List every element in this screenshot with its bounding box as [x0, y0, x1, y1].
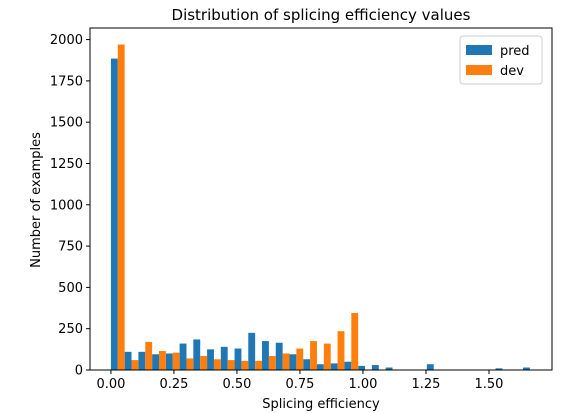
legend-label-pred: pred [500, 44, 530, 59]
y-tick-label-2: 500 [58, 281, 83, 296]
y-tick-label-6: 1500 [50, 116, 83, 131]
bar-pred-3 [152, 354, 159, 370]
bar-dev-3 [159, 351, 166, 370]
bar-dev-13 [296, 348, 304, 370]
bar-pred-13 [289, 354, 297, 370]
bar-dev-15 [323, 343, 331, 370]
plot-frame [89, 27, 553, 371]
x-tick-label-2: 0.50 [222, 377, 251, 392]
bar-dev-2 [145, 341, 153, 370]
bar-dev-6 [200, 355, 208, 370]
bar-dev-5 [186, 358, 194, 370]
x-axis-label: Splicing efficiency [262, 397, 380, 412]
bar-pred-23 [426, 364, 434, 370]
bar-dev-1 [131, 360, 139, 370]
bar-pred-6 [193, 339, 201, 370]
bar-pred-20 [385, 367, 393, 370]
y-tick-label-3: 750 [58, 240, 83, 255]
bar-dev-9 [241, 360, 249, 370]
bar-pred-18 [358, 365, 366, 370]
chart-title: Distribution of splicing efficiency valu… [172, 6, 471, 24]
bar-dev-8 [227, 360, 235, 370]
y-axis-label: Number of examples [29, 132, 44, 268]
legend-label-dev: dev [500, 64, 524, 79]
y-tick-label-1: 250 [58, 322, 83, 337]
y-tick-label-4: 1000 [50, 198, 83, 213]
bar-dev-7 [213, 359, 221, 370]
bar-dev-10 [255, 360, 263, 370]
bar-pred-12 [275, 342, 283, 370]
bar-pred-8 [220, 346, 228, 370]
legend-swatch-dev [466, 65, 492, 75]
bar-pred-15 [316, 364, 324, 370]
legend: pred dev [459, 35, 543, 85]
bar-pred-30 [523, 367, 530, 370]
bar-pred-14 [303, 359, 311, 370]
x-tick-label-1: 0.25 [159, 377, 188, 392]
bar-pred-4 [165, 353, 173, 370]
bar-pred-28 [495, 368, 503, 370]
bar-dev-16 [337, 331, 345, 370]
x-tick-label-0: 0.00 [96, 377, 125, 392]
bar-dev-17 [351, 313, 359, 370]
bar-pred-17 [344, 361, 352, 370]
y-tick-label-0: 0 [75, 364, 83, 379]
legend-swatch-pred [466, 45, 492, 55]
bar-dev-0 [117, 44, 125, 371]
bar-dev-4 [172, 352, 180, 370]
x-tick-label-4: 1.00 [348, 377, 377, 392]
bar-pred-2 [138, 351, 146, 370]
bar-pred-0 [110, 58, 118, 370]
bar-dev-11 [268, 355, 276, 370]
bar-pred-10 [248, 332, 256, 370]
bar-pred-9 [234, 348, 242, 370]
y-tick-label-5: 1250 [50, 157, 83, 172]
x-tick-label-3: 0.75 [285, 377, 314, 392]
bar-dev-12 [282, 353, 290, 370]
bar-pred-1 [124, 351, 132, 370]
bar-pred-11 [262, 341, 269, 370]
bar-pred-16 [330, 363, 338, 370]
bar-pred-7 [207, 349, 214, 370]
x-axis: 0.00 0.25 0.50 0.75 1.00 1.25 1.50 [96, 370, 503, 392]
plot-area [110, 44, 530, 371]
x-tick-label-5: 1.25 [412, 377, 441, 392]
y-axis: 0 250 500 750 1000 1250 1500 1750 2000 [50, 33, 90, 379]
y-tick-label-8: 2000 [50, 33, 83, 48]
bar-pred-5 [179, 343, 187, 370]
x-tick-label-6: 1.50 [475, 377, 504, 392]
bar-dev-14 [310, 341, 317, 370]
bar-pred-19 [371, 365, 379, 370]
y-tick-label-7: 1750 [50, 74, 83, 89]
